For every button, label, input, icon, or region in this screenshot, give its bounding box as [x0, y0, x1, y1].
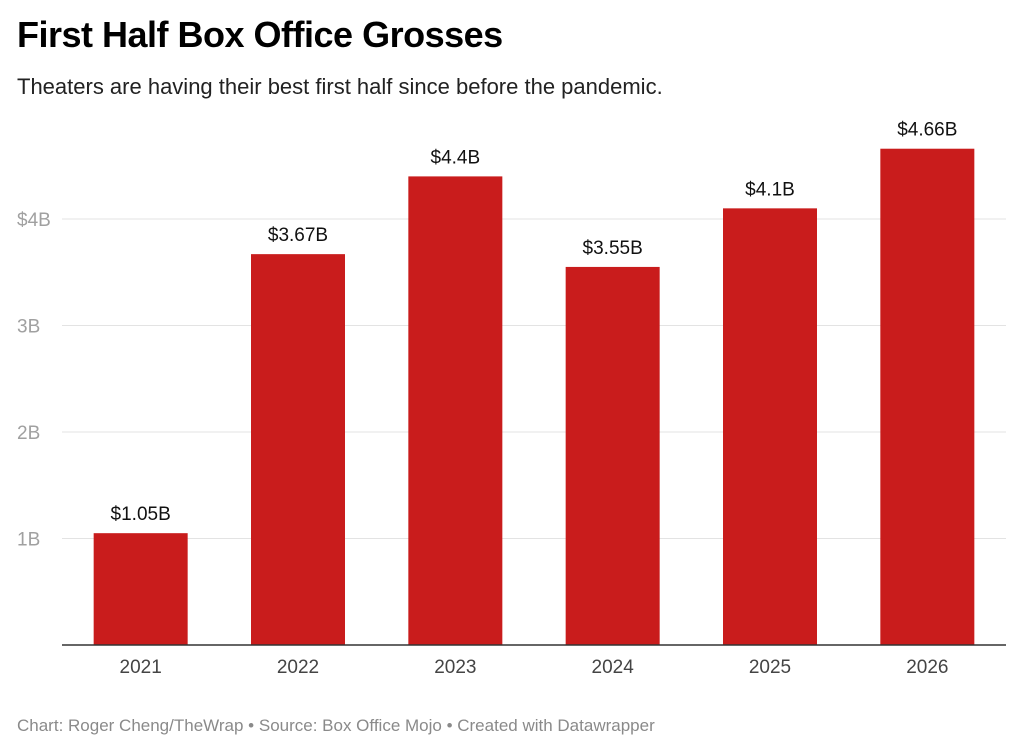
x-tick-label: 2026 — [906, 657, 948, 678]
bar — [93, 533, 188, 645]
y-tick-label: 1B — [17, 530, 40, 551]
chart-footer: Chart: Roger Cheng/TheWrap • Source: Box… — [17, 716, 655, 735]
bar — [723, 208, 817, 645]
x-axis-ticks: 2021 2022 2023 2024 2025 2026 — [120, 657, 949, 678]
gridlines — [62, 218, 1006, 539]
data-label: $3.67B — [268, 225, 328, 246]
x-tick-label: 2022 — [277, 657, 319, 678]
x-tick-label: 2021 — [120, 657, 162, 678]
data-label: $4.66B — [897, 120, 957, 141]
data-label: $1.05B — [111, 504, 171, 525]
y-axis-ticks: 1B 2B 3B $4B — [17, 210, 51, 551]
bars — [93, 148, 975, 645]
x-tick-label: 2023 — [434, 657, 476, 678]
bar-chart: $1.05B $3.67B $4.4B $3.55B $4.1B $4.66B 1B 2B 3… — [17, 120, 1006, 678]
y-tick-label: 3B — [17, 317, 40, 338]
data-label: $4.1B — [745, 179, 795, 200]
bar — [880, 148, 975, 645]
data-label: $3.55B — [583, 238, 643, 259]
chart-subtitle: Theaters are having their best first hal… — [17, 74, 663, 99]
chart-title: First Half Box Office Grosses — [17, 14, 503, 55]
bar — [408, 176, 503, 645]
y-tick-label: 2B — [17, 423, 40, 444]
data-labels: $1.05B $3.67B $4.4B $3.55B $4.1B $4.66B — [111, 120, 958, 525]
y-tick-label: $4B — [17, 210, 51, 231]
data-label: $4.4B — [431, 147, 481, 168]
x-tick-label: 2025 — [749, 657, 791, 678]
bar — [251, 254, 345, 645]
x-tick-label: 2024 — [592, 657, 635, 678]
bar — [565, 266, 660, 645]
